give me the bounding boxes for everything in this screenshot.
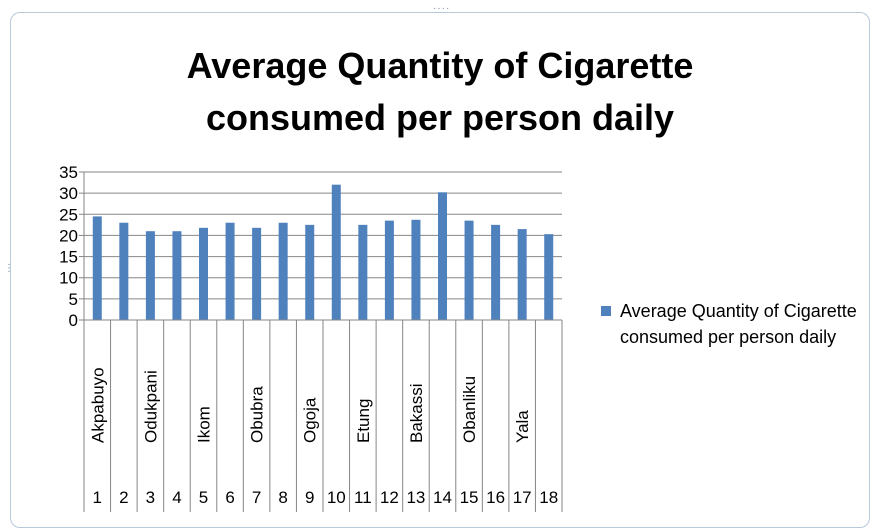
legend-label: Average Quantity of Cigarette consumed p… — [620, 301, 857, 347]
bar — [225, 222, 235, 320]
bar — [438, 192, 447, 320]
y-tick-label: 10 — [59, 269, 78, 288]
x-category-label: 7 — [252, 488, 261, 507]
bar — [252, 227, 262, 320]
resize-handle-left-icon[interactable]: ⋮ — [4, 263, 14, 274]
x-category-name: Obanliku — [460, 376, 479, 443]
bar — [411, 219, 421, 320]
x-category-label: 16 — [486, 488, 505, 507]
y-tick-label: 5 — [69, 290, 78, 309]
y-tick-label: 15 — [59, 248, 78, 267]
x-category-name: Obubra — [248, 386, 267, 443]
y-tick-label: 30 — [59, 184, 78, 203]
x-category-name: Ikom — [195, 406, 214, 443]
bar — [544, 234, 554, 320]
bar — [358, 224, 368, 320]
y-tick-label: 20 — [59, 226, 78, 245]
bar — [278, 222, 288, 320]
bar — [172, 231, 182, 320]
x-category-name: Ogoja — [301, 397, 320, 443]
x-category-label: 15 — [460, 488, 479, 507]
x-category-name: Yala — [513, 410, 532, 443]
bar — [119, 222, 129, 320]
x-category-name: Bakassi — [407, 383, 426, 443]
resize-handle-top-icon[interactable]: ···· — [433, 3, 451, 14]
x-category-label: 2 — [119, 488, 128, 507]
x-category-label: 13 — [406, 488, 425, 507]
legend-swatch — [601, 306, 611, 316]
bar — [517, 229, 527, 320]
bar — [92, 216, 102, 320]
bar — [305, 224, 315, 320]
bar — [145, 231, 155, 320]
bar — [464, 220, 474, 320]
bar — [384, 220, 394, 320]
x-category-label: 10 — [327, 488, 346, 507]
x-category-label: 3 — [146, 488, 155, 507]
chart-title: Average Quantity of Cigarette consumed p… — [186, 45, 694, 138]
y-tick-label: 25 — [59, 205, 78, 224]
x-category-name: Odukpani — [141, 370, 160, 443]
bar — [491, 224, 501, 320]
x-category-label: 9 — [305, 488, 314, 507]
x-category-label: 17 — [513, 488, 532, 507]
x-category-label: 1 — [93, 488, 102, 507]
x-category-label: 11 — [354, 488, 372, 507]
x-category-label: 6 — [225, 488, 234, 507]
y-tick-label: 35 — [59, 163, 78, 182]
bar — [199, 227, 208, 320]
y-tick-label: 0 — [69, 311, 78, 330]
x-category-label: 4 — [172, 488, 181, 507]
x-category-name: Etung — [354, 399, 373, 443]
x-category-label: 5 — [199, 488, 208, 507]
x-category-label: 12 — [380, 488, 399, 507]
bar — [331, 184, 341, 320]
x-category-label: 8 — [278, 488, 287, 507]
x-category-name: Akpabuyo — [88, 367, 107, 443]
x-category-label: 14 — [433, 488, 452, 507]
x-category-label: 18 — [539, 488, 558, 507]
